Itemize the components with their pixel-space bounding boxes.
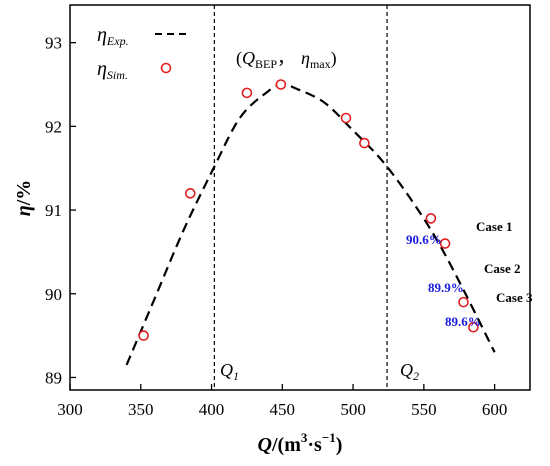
- sim-point: [340, 112, 352, 124]
- bep-annotation: (QBEP， ηmax): [236, 48, 337, 71]
- sim-point: [185, 188, 196, 199]
- sim-point: [468, 321, 479, 333]
- legend: ηExp. ηSim.: [97, 24, 188, 82]
- x-tick-label: 450: [270, 400, 296, 419]
- x-axis-label: Q/(m3·s−1): [258, 430, 343, 456]
- x-tick-label: 500: [340, 400, 366, 419]
- axis-ticks: 300 350 400 450 500 550 600 89 90 91 92 93: [45, 34, 507, 419]
- case3-label: Case 3: [496, 290, 533, 305]
- x-tick-label: 300: [57, 400, 83, 419]
- sim-point: [425, 213, 437, 224]
- sim-point: [241, 87, 253, 99]
- sim-point: [439, 238, 451, 249]
- reference-lines: [213, 5, 388, 390]
- plot-frame: [69, 4, 531, 391]
- x-tick-label: 550: [411, 400, 437, 419]
- legend-sim-marker: [160, 62, 172, 74]
- legend-sim-label: ηSim.: [97, 58, 128, 82]
- x-tick-label: 600: [482, 400, 508, 419]
- case2-label: Case 2: [484, 261, 520, 276]
- sim-point: [138, 330, 149, 341]
- y-tick-label: 92: [45, 117, 62, 136]
- y-axis-label: η/%: [13, 180, 35, 217]
- x-tick-label: 400: [199, 400, 225, 419]
- y-tick-label: 90: [45, 285, 62, 304]
- y-tick-label: 93: [45, 34, 62, 53]
- experimental-curve: [125, 83, 496, 366]
- case1-label: Case 1: [476, 219, 512, 234]
- legend-exp-label: ηExp.: [97, 24, 129, 48]
- q1-label: Q1: [220, 360, 239, 383]
- case1-percent: 90.6%: [406, 232, 442, 247]
- sim-point: [458, 296, 469, 308]
- x-tick-label: 350: [128, 400, 154, 419]
- sim-point: [275, 79, 287, 90]
- case2-percent: 89.9%: [428, 280, 464, 295]
- sim-point: [359, 137, 370, 149]
- case3-percent: 89.6%: [445, 314, 481, 329]
- q2-label: Q2: [400, 360, 419, 383]
- y-tick-label: 89: [45, 368, 62, 387]
- simulation-points: [138, 79, 479, 341]
- y-tick-label: 91: [45, 201, 62, 220]
- exp-curve-line: [125, 83, 496, 366]
